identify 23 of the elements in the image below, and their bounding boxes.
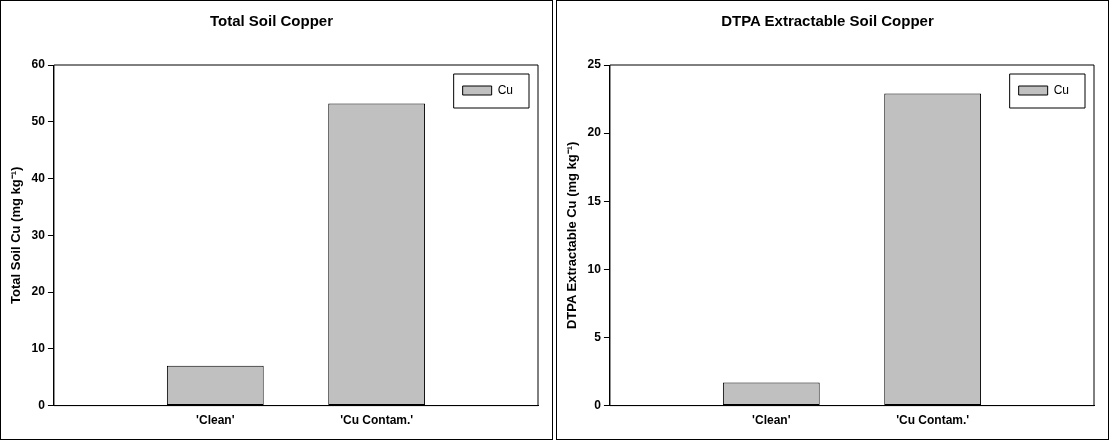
x-tick-label: 'Cu Contam.' [896,413,970,428]
y-tick-label: 5 [594,329,602,344]
chart-title: DTPA Extractable Soil Copper [721,12,934,30]
y-axis-title: DTPA Extractable Cu (mg kg⁻¹) [564,141,580,330]
y-tick-label: 60 [31,57,46,72]
x-tick-label: 'Cu Contam.' [340,413,414,428]
y-tick-label: 10 [31,341,46,356]
legend-label: Cu [497,83,513,98]
x-tick-label: 'Clean' [196,413,235,428]
y-tick-label: 0 [38,397,46,412]
y-tick-label: 40 [31,170,46,185]
y-tick-label: 50 [31,114,46,129]
y-axis-title: Total Soil Cu (mg kg⁻¹) [8,166,24,304]
y-tick-label: 10 [587,261,602,276]
y-tick-label: 20 [31,284,46,299]
y-tick-label: 15 [587,193,602,208]
legend-label: Cu [1053,83,1069,98]
x-tick-label: 'Clean' [752,413,791,428]
y-tick-label: 25 [587,57,602,72]
y-tick-label: 20 [587,125,602,140]
y-tick-label: 30 [31,227,46,242]
y-tick-label: 0 [594,397,602,412]
chart-title: Total Soil Copper [209,12,334,30]
